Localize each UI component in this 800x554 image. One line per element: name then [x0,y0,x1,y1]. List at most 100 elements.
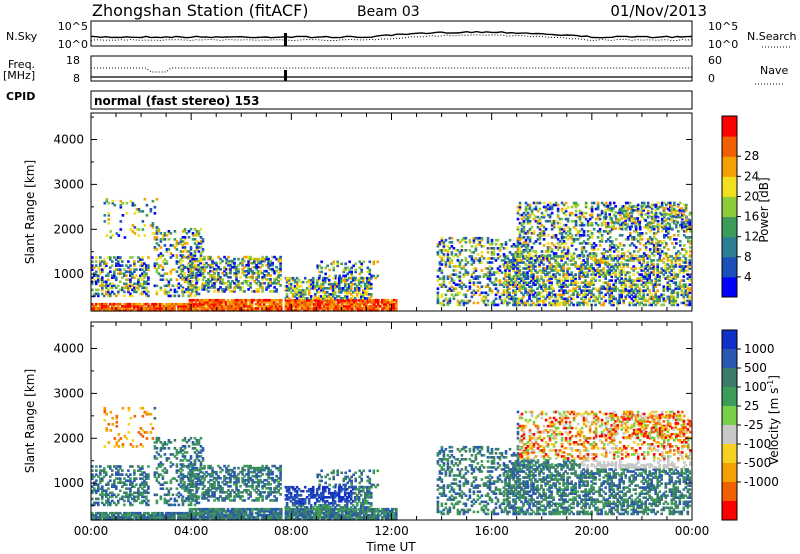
scatter-cell [264,298,268,302]
scatter-cell [145,294,148,298]
scatter-cell [353,297,357,300]
scatter-cell [650,261,653,264]
scatter-cell [484,291,488,295]
scatter-cell [550,291,553,295]
scatter-cell [201,248,205,251]
scatter-cell [299,285,303,288]
scatter-cell [667,230,670,233]
scatter-cell [582,271,585,274]
scatter-cell [468,255,472,258]
scatter-cell [357,280,361,284]
scatter-cell [512,253,516,256]
scatter-cell [584,217,588,221]
scatter-cell [293,293,297,296]
scatter-cell [359,293,363,296]
scatter-cell [522,250,526,253]
scatter-cell [610,225,613,228]
scatter-cell [634,238,638,241]
scatter-cell [588,213,592,217]
scatter-cell [181,265,184,269]
scatter-cell [656,265,659,268]
scatter-cell [155,270,159,274]
scatter-cell [259,257,262,261]
scatter-cell [99,272,102,276]
scatter-cell [440,285,444,289]
scatter-cell [538,236,542,239]
scatter-cell [518,301,521,305]
scatter-cell [676,287,680,291]
scatter-cell [340,307,344,310]
scatter-cell [444,263,448,266]
scatter-cell [598,289,601,293]
scatter-cell [365,302,368,306]
scatter-cell [290,309,294,312]
scatter-cell [196,298,200,302]
scatter-cell [656,273,659,276]
scatter-cell [277,280,280,283]
scatter-cell [492,283,496,287]
scatter-cell [514,261,517,264]
scatter-cell [592,255,595,258]
scatter-cell [552,287,555,291]
scatter-cell [450,277,454,280]
scatter-cell [548,267,551,270]
scatter-cell [189,280,192,283]
scatter-cell [119,256,122,259]
scatter-cell [379,300,382,304]
scatter-cell [630,279,633,282]
scatter-cell [542,205,546,209]
scatter-cell [442,303,446,307]
scatter-cell [169,288,173,292]
scatter-cell [546,242,550,245]
scatter-cell [442,245,446,248]
scatter-cell [373,309,376,312]
scatter-cell [103,266,106,269]
scatter-cell [151,304,154,308]
scatter-cell [299,291,303,294]
colorbar-segment [722,196,737,218]
scatter-cell [109,256,112,259]
scatter-cell [526,291,530,295]
scatter-cell [672,211,676,214]
scatter-cell [688,303,692,307]
scatter-cell [620,271,623,274]
scatter-cell [666,217,670,220]
scatter-cell [241,269,244,273]
scatter-cell [484,295,488,299]
scatter-cell [247,257,250,261]
scatter-cell [196,302,200,306]
scatter-cell [161,309,164,312]
scatter-cell [129,284,132,288]
scatter-cell [538,283,541,287]
scatter-cell [608,287,611,291]
scatter-cell [616,287,619,291]
scatter-cell [373,300,376,304]
nave-label: Nave [760,64,788,77]
scatter-cell [242,298,246,302]
scatter-cell [540,277,543,280]
scatter-cell [576,293,579,297]
scatter-cell [679,244,682,247]
scatter-cell [234,304,238,308]
scatter-cell [291,278,295,282]
scatter-cell [199,246,203,249]
scatter-cell [209,280,212,283]
scatter-cell [208,304,212,308]
scatter-cell [540,234,544,237]
scatter-cell [169,232,173,235]
scatter-cell [498,243,502,246]
scatter-cell [590,223,594,227]
scatter-cell [672,295,676,299]
scatter-cell [191,256,195,259]
scatter-cell [163,307,166,310]
scatter-cell [610,273,613,276]
scatter-cell [143,307,146,310]
scatter-cell [596,213,600,217]
scatter-cell [590,269,593,272]
scatter-cell [141,256,144,259]
scatter-cell [149,307,152,310]
scatter-cell [181,255,184,259]
scatter-cell [514,289,517,293]
scatter-cell [236,304,240,308]
scatter-cell [189,286,192,289]
